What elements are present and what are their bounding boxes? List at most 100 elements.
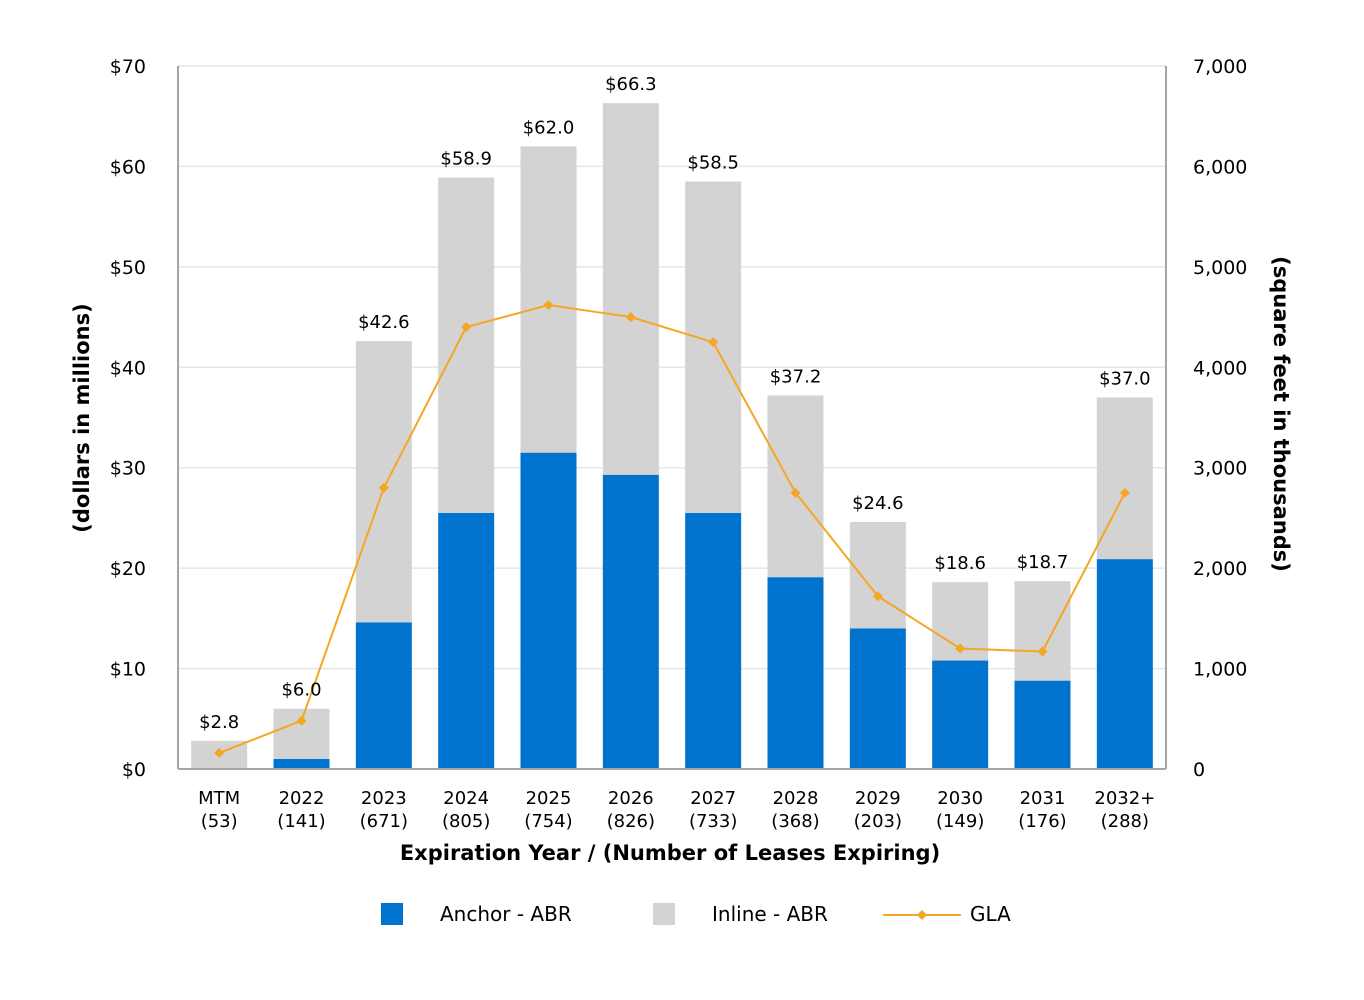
bar-inline-2025	[520, 146, 577, 453]
gla-point-2022	[296, 715, 307, 726]
total-label: $2.8	[199, 712, 239, 733]
total-label: $37.0	[1099, 368, 1151, 389]
gla-point-2026	[625, 312, 636, 323]
x-tick-label: 2030	[937, 788, 983, 809]
bar-anchor-2022	[273, 758, 330, 769]
gla-line	[218, 304, 1126, 754]
bar-inline-2027	[685, 181, 742, 513]
total-label: $66.3	[605, 74, 657, 95]
total-label: $62.0	[523, 117, 575, 138]
total-label: $42.6	[358, 312, 410, 333]
bars	[191, 103, 1153, 769]
x-tick-count-label: (149)	[936, 811, 984, 832]
x-tick-count-label: (288)	[1101, 811, 1149, 832]
gla-point-2025	[543, 300, 554, 311]
x-tick-label: 2024	[443, 788, 489, 809]
legend-swatch-anchor	[381, 903, 403, 925]
bar-anchor-2029	[849, 628, 906, 769]
total-label: $58.5	[687, 152, 739, 173]
total-label: $18.7	[1017, 552, 1069, 573]
total-label: $24.6	[852, 493, 904, 514]
y-axis-title: (dollars in millions)	[70, 303, 94, 532]
bar-anchor-2032+	[1096, 559, 1153, 769]
y-tick-label: $10	[110, 659, 146, 681]
bar-inline-2031	[1014, 581, 1071, 681]
axes: $0 $10 $20 $30 $40 $50 $60 $70 0 1,000 2,000 3,000 4…	[110, 56, 1248, 832]
gla-point-2031	[1037, 646, 1048, 657]
data-labels: $2.8 $6.0 $42.6 $58.9 $62.0 $66.3 $58.5 $37.2 $2…	[199, 74, 1150, 733]
x-tick-count-label: (176)	[1018, 811, 1066, 832]
bar-anchor-2025	[520, 452, 577, 769]
gla-line-series	[214, 300, 1130, 758]
y2-tick-label: 6,000	[1193, 156, 1247, 178]
legend-swatch-inline	[653, 903, 675, 925]
x-tick-count-label: (671)	[360, 811, 408, 832]
x-tick-count-label: (826)	[607, 811, 655, 832]
bar-anchor-2031	[1014, 680, 1071, 769]
y-tick-label: $50	[110, 257, 146, 279]
y-tick-label: $70	[110, 56, 146, 78]
gla-point-2032+	[1119, 487, 1130, 498]
x-tick-count-label: (141)	[277, 811, 325, 832]
y2-axis-title: (square feet in thousands)	[1269, 256, 1293, 572]
legend-swatch-gla-marker	[917, 910, 927, 920]
x-tick-label: 2026	[608, 788, 654, 809]
bar-anchor-2024	[438, 512, 495, 769]
total-label: $18.6	[934, 553, 986, 574]
gla-point-2030	[955, 643, 966, 654]
x-tick-label: 2027	[690, 788, 736, 809]
x-tick-count-label: (53)	[201, 811, 238, 832]
x-tick-count-label: (733)	[689, 811, 737, 832]
total-label: $6.0	[281, 680, 321, 701]
gla-point-MTM	[214, 747, 225, 758]
bar-anchor-2027	[685, 512, 742, 769]
bar-inline-2024	[438, 177, 495, 513]
bar-inline-2029	[849, 521, 906, 629]
gla-point-2029	[872, 591, 883, 602]
legend-label-gla: GLA	[970, 902, 1011, 926]
x-tick-count-label: (368)	[771, 811, 819, 832]
x-tick-label: MTM	[198, 788, 240, 809]
gla-point-2023	[378, 482, 389, 493]
bar-anchor-2023	[355, 622, 412, 769]
x-tick-label: 2025	[526, 788, 572, 809]
x-tick-count-label: (805)	[442, 811, 490, 832]
y-tick-label: $30	[110, 458, 146, 480]
y-tick-label: $40	[110, 357, 146, 379]
bar-anchor-2028	[767, 577, 824, 769]
x-axis-title: Expiration Year / (Number of Leases Expi…	[400, 841, 940, 865]
y-tick-label: $20	[110, 558, 146, 580]
x-tick-label: 2023	[361, 788, 407, 809]
x-tick-label: 2031	[1020, 788, 1066, 809]
legend: Anchor - ABR Inline - ABR GLA	[381, 902, 1011, 926]
y2-tick-label: 4,000	[1193, 357, 1247, 379]
x-tick-label: 2029	[855, 788, 901, 809]
total-label: $37.2	[770, 366, 822, 387]
bar-inline-2032+	[1096, 397, 1153, 560]
bar-inline-2026	[602, 103, 659, 475]
y-tick-label: $0	[122, 759, 146, 781]
y2-tick-label: 2,000	[1193, 558, 1247, 580]
gridlines	[178, 65, 1166, 670]
x-tick-count-label: (203)	[854, 811, 902, 832]
bar-anchor-2030	[932, 660, 989, 769]
x-tick-label: 2022	[279, 788, 325, 809]
y-tick-label: $60	[110, 156, 146, 178]
gla-point-2024	[461, 322, 472, 333]
x-tick-label: 2032+	[1094, 788, 1155, 809]
bar-inline-2023	[355, 341, 412, 623]
y2-tick-label: 1,000	[1193, 659, 1247, 681]
gla-point-2028	[790, 487, 801, 498]
y2-tick-label: 0	[1193, 759, 1205, 781]
total-label: $58.9	[440, 148, 492, 169]
bar-anchor-2026	[602, 474, 659, 769]
y2-tick-label: 7,000	[1193, 56, 1247, 78]
legend-label-anchor: Anchor - ABR	[440, 902, 572, 926]
legend-label-inline: Inline - ABR	[712, 902, 828, 926]
bar-inline-2028	[767, 395, 824, 578]
x-tick-count-label: (754)	[524, 811, 572, 832]
gla-point-2027	[708, 337, 719, 348]
y2-tick-label: 5,000	[1193, 257, 1247, 279]
x-tick-label: 2028	[773, 788, 819, 809]
